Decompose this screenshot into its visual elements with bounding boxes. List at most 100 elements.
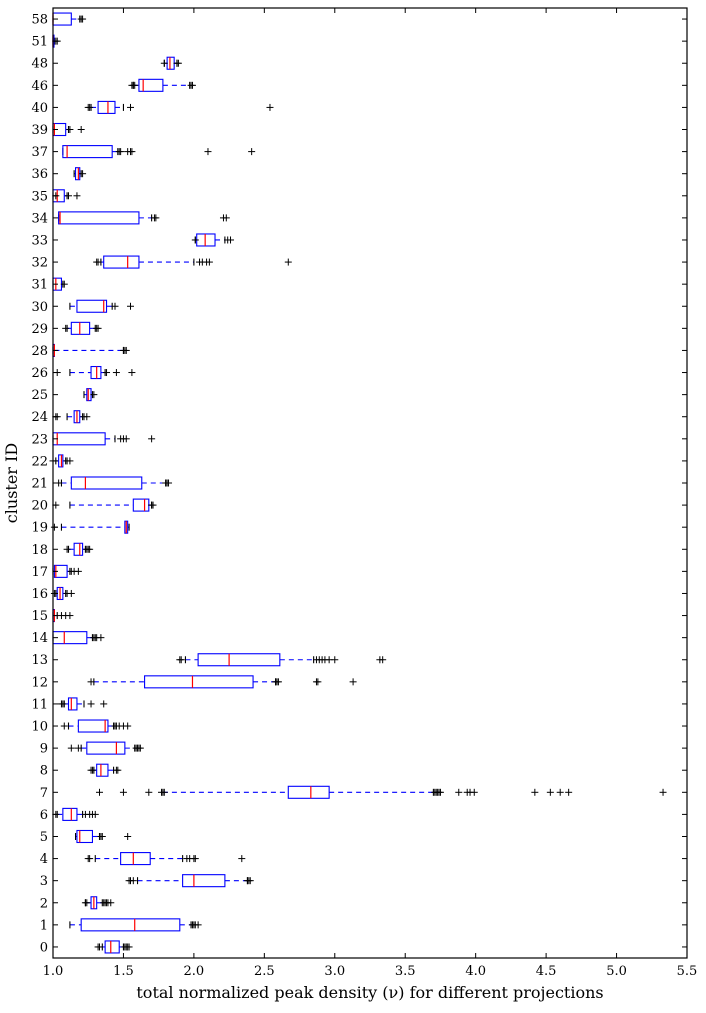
x-tick-label-8: 5.0: [606, 964, 627, 979]
y-tick-label-35: 35: [31, 189, 48, 204]
y-tick-label-8: 8: [40, 764, 48, 779]
flier-9-1: [74, 744, 82, 752]
flier-40-3: [266, 103, 274, 111]
flier-11-1: [59, 700, 67, 708]
box-7: [287, 785, 330, 799]
x-axis-label: total normalized peak density (ν) for di…: [136, 983, 603, 1002]
x-tick-label-5: 3.5: [395, 964, 416, 979]
flier-5-1: [98, 832, 106, 840]
box-23: [52, 432, 106, 446]
y-tick-label-5: 5: [40, 830, 48, 845]
box-30: [76, 299, 108, 313]
box-0: [104, 940, 120, 954]
flier-12-5: [314, 678, 322, 686]
y-tick-label-31: 31: [31, 278, 48, 293]
flier-46-2: [131, 81, 139, 89]
flier-33-0: [191, 236, 199, 244]
flier-7-1: [119, 788, 127, 796]
flier-35-2: [73, 192, 81, 200]
y-tick-label-46: 46: [31, 79, 48, 94]
box-group-24: [52, 410, 91, 424]
box-group-35: [52, 189, 81, 203]
x-tick-label-7: 4.5: [536, 964, 557, 979]
flier-2-6: [107, 899, 115, 907]
flier-7-10: [455, 788, 463, 796]
box-3: [182, 874, 226, 888]
y-tick-label-17: 17: [31, 565, 48, 580]
flier-18-3: [86, 545, 94, 553]
flier-33-2: [227, 236, 235, 244]
y-tick-label-14: 14: [31, 631, 48, 646]
box-34: [58, 211, 140, 225]
box-group-6: [52, 807, 99, 821]
box-40: [97, 100, 116, 114]
flier-25-0: [90, 391, 98, 399]
box-group-28: [52, 343, 130, 357]
y-tick-label-4: 4: [40, 852, 48, 867]
flier-36-0: [79, 170, 87, 178]
box-group-46: [128, 78, 196, 92]
flier-39-1: [77, 126, 85, 134]
box-9: [86, 741, 126, 755]
flier-29-0: [62, 324, 70, 332]
box-46: [138, 78, 164, 92]
flier-12-0: [87, 678, 95, 686]
flier-3-2: [129, 877, 137, 885]
box-group-4: [84, 852, 246, 866]
y-tick-label-3: 3: [40, 874, 48, 889]
flier-9-5: [136, 744, 144, 752]
flier-7-4: [160, 788, 168, 796]
y-tick-label-32: 32: [31, 256, 48, 271]
box-group-8: [87, 763, 122, 777]
flier-40-2: [126, 103, 134, 111]
box-group-7: [95, 785, 667, 799]
flier-48-2: [174, 59, 182, 67]
y-tick-label-28: 28: [31, 344, 48, 359]
y-tick-label-23: 23: [31, 432, 48, 447]
flier-0-5: [125, 943, 133, 951]
y-tick-label-29: 29: [31, 322, 48, 337]
y-tick-label-13: 13: [31, 653, 48, 668]
box-group-37: [62, 145, 256, 159]
flier-9-0: [67, 744, 75, 752]
flier-22-2: [66, 457, 74, 465]
box-group-10: [60, 719, 132, 733]
flier-7-9: [436, 788, 444, 796]
flier-28-2: [122, 346, 130, 354]
y-tick-label-39: 39: [31, 123, 48, 138]
y-tick-label-9: 9: [40, 742, 48, 757]
box-group-20: [52, 498, 157, 512]
flier-37-6: [248, 148, 256, 156]
flier-1-3: [194, 921, 202, 929]
flier-23-2: [122, 435, 130, 443]
flier-7-16: [556, 788, 564, 796]
box-group-0: [94, 940, 133, 954]
flier-0-1: [95, 943, 103, 951]
box-10: [77, 719, 109, 733]
y-tick-label-25: 25: [31, 388, 48, 403]
flier-40-1: [86, 103, 94, 111]
flier-26-3: [128, 369, 136, 377]
box-group-5: [74, 829, 132, 844]
flier-34-1: [152, 214, 160, 222]
y-tick-label-10: 10: [31, 720, 48, 735]
x-axis-ticks: 1.0 1.5 2.0 2.5 3.0 3.5 4.0 4.5 5.0 5.5: [43, 8, 698, 979]
flier-2-1: [83, 899, 91, 907]
flier-7-0: [95, 788, 103, 796]
flier-18-0: [63, 545, 71, 553]
box-group-21: [55, 476, 173, 490]
flier-37-1: [117, 148, 125, 156]
box-group-19: [50, 520, 130, 534]
box-14: [52, 631, 88, 645]
box-18: [73, 542, 84, 556]
x-tick-label-9: 5.5: [677, 964, 698, 979]
flier-7-14: [531, 788, 539, 796]
flier-12-6: [349, 678, 357, 686]
y-tick-label-40: 40: [31, 101, 48, 116]
flier-39-0: [66, 126, 74, 134]
flier-14-3: [97, 634, 105, 642]
box-group-36: [73, 167, 87, 181]
flier-34-3: [222, 214, 230, 222]
box-group-32: [93, 255, 292, 269]
box-6: [62, 807, 78, 821]
